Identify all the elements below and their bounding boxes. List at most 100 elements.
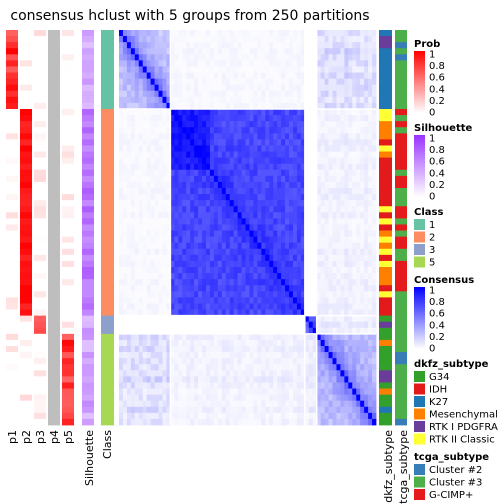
consensus-cell	[249, 66, 254, 73]
consensus-cell	[352, 388, 357, 396]
consensus-cell	[174, 54, 179, 61]
consensus-cell	[356, 388, 361, 396]
consensus-cell	[304, 315, 310, 323]
consensus-cell	[285, 260, 290, 268]
consensus-cell	[296, 48, 302, 55]
consensus-cell	[134, 212, 140, 219]
consensus-cell	[202, 42, 207, 49]
consensus-cell	[368, 291, 373, 298]
consensus-cell	[253, 78, 258, 86]
consensus-cell	[364, 267, 369, 274]
consensus-cell	[138, 181, 144, 189]
consensus-cell	[340, 96, 345, 104]
consensus-cell	[146, 412, 152, 420]
consensus-cell	[348, 285, 353, 292]
consensus-cell	[221, 115, 227, 122]
silhouette-cell	[82, 260, 94, 268]
tcga-subtype-cell	[395, 30, 407, 37]
consensus-cell	[126, 157, 132, 165]
consensus-cell	[281, 48, 286, 55]
consensus-cell	[245, 72, 250, 80]
consensus-cell	[146, 133, 152, 140]
consensus-cell	[261, 346, 266, 353]
column-label-silhouette: Silhouette	[83, 430, 96, 486]
consensus-cell	[174, 309, 179, 317]
consensus-cell	[233, 297, 239, 304]
consensus-cell	[221, 382, 227, 389]
consensus-cell	[332, 388, 337, 396]
consensus-cell	[198, 102, 203, 110]
consensus-cell	[213, 90, 219, 98]
consensus-cell	[253, 30, 258, 37]
consensus-cell	[292, 121, 298, 128]
consensus-cell	[205, 327, 211, 335]
consensus-cell	[225, 188, 231, 195]
consensus-cell	[356, 206, 361, 213]
consensus-cell	[146, 346, 152, 353]
consensus-cell	[198, 121, 203, 128]
consensus-cell	[138, 248, 144, 256]
consensus-cell	[289, 188, 294, 195]
consensus-cell	[229, 102, 235, 110]
consensus-cell	[292, 236, 298, 244]
consensus-cell	[372, 254, 377, 262]
consensus-cell	[292, 382, 298, 389]
consensus-cell	[308, 242, 314, 250]
consensus-cell	[142, 84, 148, 92]
consensus-cell	[202, 151, 207, 159]
consensus-cell	[190, 48, 195, 55]
consensus-cell	[233, 346, 239, 353]
prob-cell	[20, 297, 32, 304]
consensus-cell	[265, 151, 270, 159]
consensus-cell	[332, 133, 337, 140]
consensus-cell	[344, 115, 349, 122]
consensus-cell	[130, 346, 136, 353]
consensus-cell	[190, 127, 195, 134]
consensus-cell	[245, 400, 250, 408]
consensus-cell	[273, 121, 278, 128]
consensus-cell	[221, 254, 227, 262]
consensus-cell	[245, 212, 250, 219]
consensus-cell	[368, 406, 373, 414]
consensus-cell	[217, 133, 223, 140]
consensus-cell	[332, 412, 337, 420]
consensus-cell	[292, 133, 298, 140]
prob-cell	[20, 358, 32, 365]
consensus-cell	[281, 224, 286, 231]
consensus-cell	[202, 115, 207, 122]
consensus-cell	[281, 400, 286, 408]
dkfz-subtype-cell	[379, 48, 392, 55]
consensus-cell	[241, 206, 246, 213]
consensus-cell	[257, 388, 262, 396]
consensus-cell	[150, 121, 155, 128]
consensus-cell	[198, 236, 203, 244]
consensus-cell	[300, 297, 306, 304]
consensus-cell	[316, 236, 322, 244]
legend-label-dkfz-subtype: G34	[429, 372, 449, 383]
consensus-cell	[261, 151, 266, 159]
consensus-cell	[154, 109, 159, 116]
consensus-cell	[138, 267, 144, 274]
consensus-cell	[213, 84, 219, 92]
consensus-cell	[281, 133, 286, 140]
consensus-cell	[174, 315, 179, 323]
consensus-cell	[182, 72, 187, 80]
consensus-cell	[182, 200, 187, 207]
silhouette-cell	[82, 157, 94, 165]
consensus-cell	[217, 279, 223, 286]
consensus-cell	[336, 36, 341, 43]
consensus-cell	[273, 96, 278, 104]
consensus-cell	[249, 346, 254, 353]
consensus-cell	[296, 90, 302, 98]
consensus-cell	[119, 36, 124, 43]
consensus-cell	[332, 188, 337, 195]
consensus-cell	[229, 78, 235, 86]
consensus-cell	[265, 194, 270, 201]
consensus-cell	[221, 358, 227, 365]
consensus-cell	[332, 96, 337, 104]
consensus-cell	[174, 48, 179, 55]
consensus-cell	[316, 418, 322, 426]
consensus-cell	[154, 400, 159, 408]
consensus-cell	[138, 273, 144, 280]
tcga-subtype-cell	[395, 200, 407, 207]
